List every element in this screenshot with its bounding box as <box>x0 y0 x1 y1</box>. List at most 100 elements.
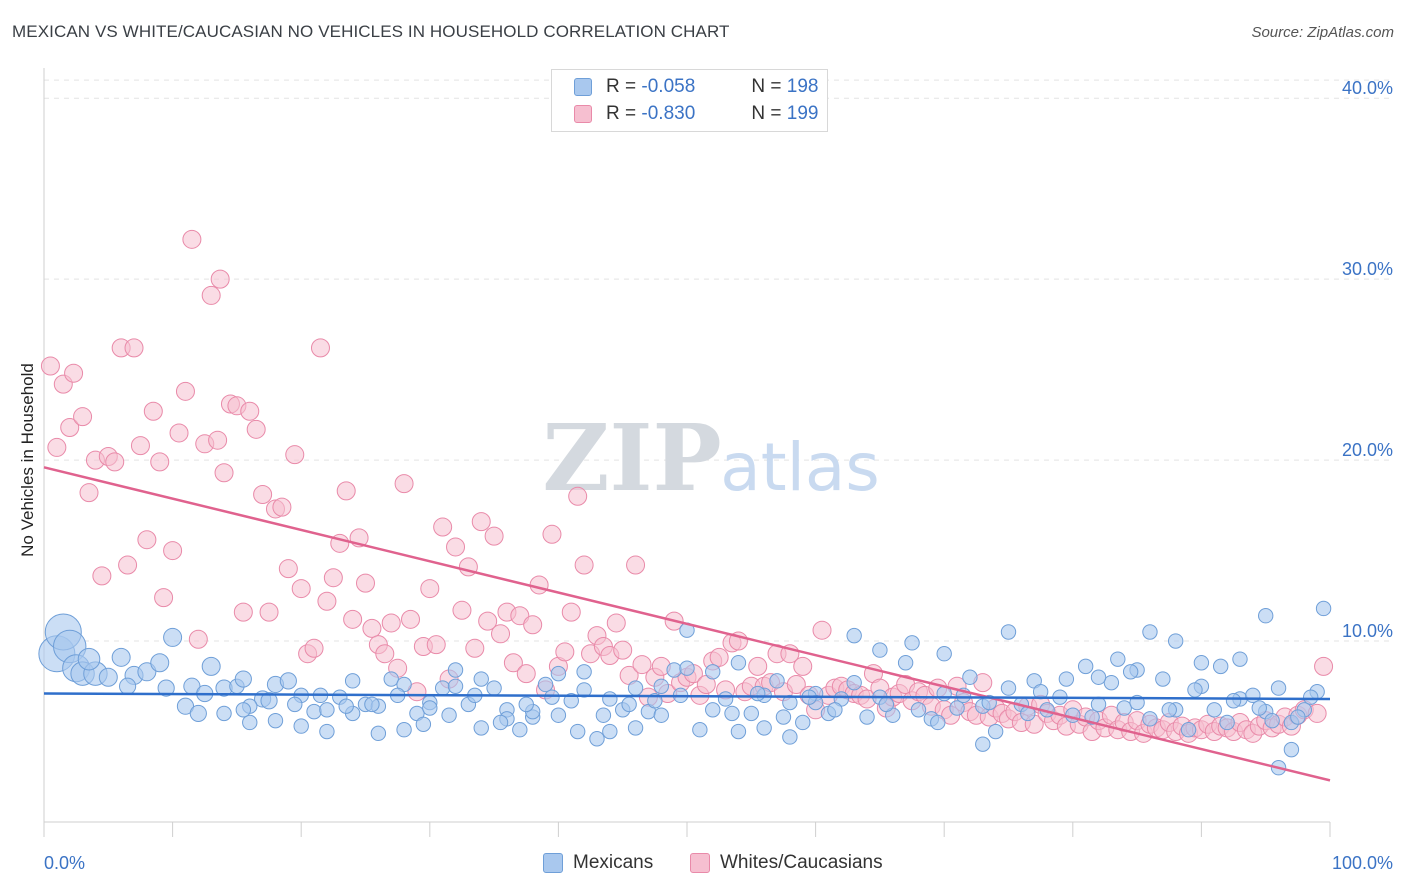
point-whites <box>336 481 356 501</box>
point-mexicans <box>569 723 586 740</box>
point-mexicans <box>279 672 297 690</box>
x-tick-label: 100.0% <box>1332 853 1393 873</box>
point-mexicans <box>653 678 669 694</box>
point-mexicans <box>743 705 759 722</box>
point-whites <box>465 638 485 658</box>
point-mexicans <box>782 729 798 745</box>
point-mexicans <box>234 670 252 688</box>
point-mexicans <box>98 667 118 687</box>
point-mexicans <box>319 702 335 718</box>
point-mexicans <box>827 702 843 718</box>
point-mexicans <box>293 718 309 734</box>
point-whites <box>323 568 343 588</box>
legend-n-label: N = <box>751 76 782 97</box>
point-mexicans <box>602 691 618 707</box>
trend-line-mexicans <box>43 692 1331 701</box>
point-mexicans <box>653 707 669 723</box>
point-mexicans <box>1167 633 1184 649</box>
point-mexicans <box>1090 696 1107 713</box>
point-mexicans <box>621 696 637 713</box>
point-mexicans <box>1251 700 1267 716</box>
chart-source: Source: ZipAtlas.com <box>1251 24 1394 41</box>
point-whites <box>523 615 543 635</box>
legend-r-label: R = <box>606 103 637 124</box>
point-mexicans <box>589 731 605 747</box>
point-mexicans <box>595 707 612 723</box>
point-mexicans <box>705 664 721 680</box>
point-whites <box>201 285 221 305</box>
point-whites <box>632 655 652 675</box>
point-whites <box>137 530 157 550</box>
point-whites <box>163 541 183 561</box>
point-mexicans <box>157 679 175 697</box>
point-mexicans <box>910 702 927 718</box>
point-whites <box>478 611 498 631</box>
point-mexicans <box>137 662 157 682</box>
point-whites <box>310 338 330 358</box>
point-mexicans <box>730 723 747 740</box>
point-mexicans <box>473 720 489 736</box>
point-mexicans <box>769 673 785 689</box>
grid-lines <box>44 79 1392 642</box>
point-whites <box>343 609 363 629</box>
point-mexicans <box>872 642 888 658</box>
point-mexicans <box>1283 741 1300 758</box>
point-mexicans <box>473 671 489 687</box>
point-mexicans <box>987 723 1004 740</box>
point-mexicans <box>1290 709 1306 725</box>
bottom-legend-mexicans: Mexicans <box>543 852 653 874</box>
point-mexicans <box>1270 680 1287 696</box>
point-mexicans <box>163 627 183 647</box>
point-whites <box>510 606 530 626</box>
point-mexicans <box>1258 608 1274 624</box>
point-mexicans <box>544 689 560 705</box>
point-mexicans <box>756 720 772 736</box>
point-mexicans <box>576 664 592 680</box>
point-mexicans <box>447 678 464 694</box>
point-whites <box>317 591 337 611</box>
point-mexicans <box>422 700 438 716</box>
trend-lines <box>43 466 1331 782</box>
legend-r-value: -0.058 <box>641 76 696 97</box>
point-whites <box>561 602 581 622</box>
point-whites <box>105 452 125 472</box>
x-tick-label: 0.0% <box>44 853 85 873</box>
y-axis-label: No Vehicles in Household <box>18 363 37 557</box>
point-mexicans <box>1219 714 1235 731</box>
point-mexicans <box>1000 624 1017 640</box>
watermark-atlas: atlas <box>720 429 880 506</box>
point-mexicans <box>1212 658 1229 675</box>
point-mexicans <box>434 680 451 696</box>
point-whites <box>208 430 228 450</box>
point-mexicans <box>930 714 946 731</box>
point-mexicans <box>201 656 221 676</box>
point-mexicans <box>1187 682 1203 698</box>
legend-row-whites: R = -0.830 N = 199 <box>574 103 818 125</box>
bottom-legend-label: Mexicans <box>573 852 654 873</box>
point-whites <box>420 579 440 599</box>
point-mexicans <box>1315 600 1332 617</box>
point-whites <box>812 620 832 640</box>
point-whites <box>574 555 594 575</box>
point-whites <box>240 401 260 421</box>
point-mexicans <box>846 674 862 691</box>
point-whites <box>40 356 60 376</box>
point-mexicans <box>1193 655 1210 671</box>
point-whites <box>291 579 311 599</box>
point-whites <box>503 653 523 673</box>
point-mexicans <box>975 736 991 752</box>
point-mexicans <box>235 702 252 718</box>
point-mexicans <box>576 682 592 698</box>
point-mexicans <box>782 694 798 711</box>
point-mexicans <box>563 693 579 709</box>
watermark: ZIP atlas <box>542 404 879 512</box>
point-whites <box>356 573 375 593</box>
point-whites <box>154 588 174 608</box>
point-mexicans <box>775 709 792 725</box>
point-mexicans <box>1180 722 1197 738</box>
point-mexicans <box>216 705 232 722</box>
point-whites <box>118 555 138 575</box>
point-mexicans <box>1264 712 1280 729</box>
chart-title: MEXICAN VS WHITE/CAUCASIAN NO VEHICLES I… <box>12 22 730 41</box>
trend-line-whites <box>43 466 1331 782</box>
